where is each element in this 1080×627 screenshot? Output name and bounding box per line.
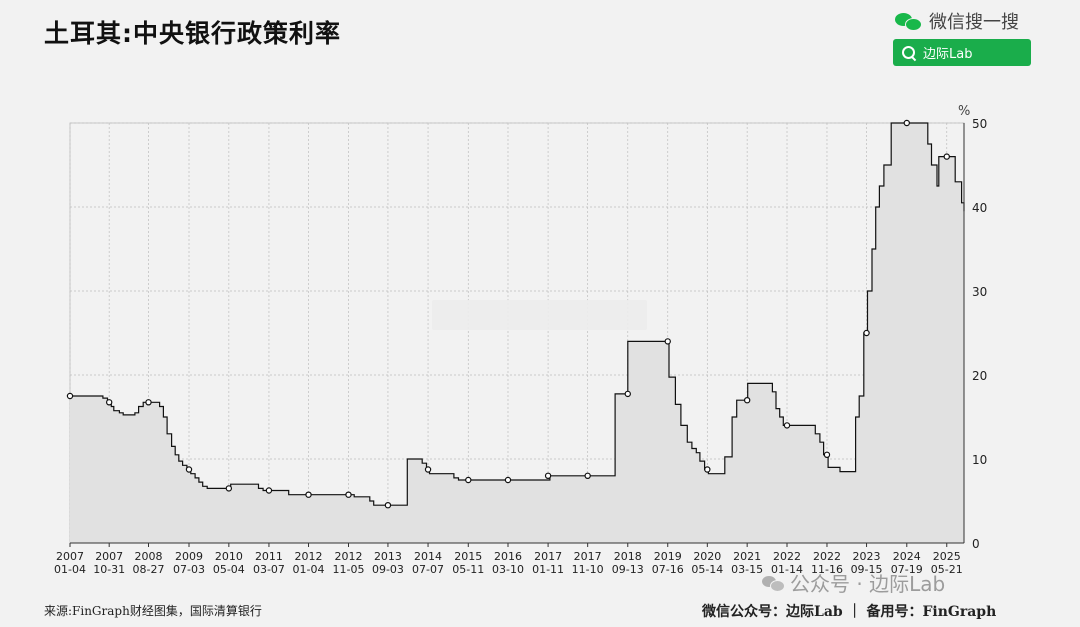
data-point-marker xyxy=(504,476,512,484)
data-point-marker xyxy=(384,502,392,509)
y-tick-label: 0 xyxy=(972,537,980,551)
x-tick-label-year: 2016 xyxy=(494,550,522,563)
x-tick-label-year: 2022 xyxy=(813,550,841,563)
data-point-marker xyxy=(105,399,113,406)
data-point-marker xyxy=(66,392,74,400)
x-tick-label-date: 01-14 xyxy=(771,563,803,576)
data-point-marker xyxy=(465,476,472,484)
y-axis-unit-label: % xyxy=(958,104,970,119)
x-tick-label-date: 11-05 xyxy=(333,563,365,576)
data-point-marker xyxy=(145,399,152,406)
x-tick-label-year: 2020 xyxy=(693,550,721,563)
data-point-marker xyxy=(305,491,312,498)
wechat-search-brand[interactable]: 微信搜一搜 xyxy=(895,8,1019,34)
data-point-marker xyxy=(185,466,193,473)
x-tick-label-date: 09-15 xyxy=(851,563,883,576)
data-point-marker xyxy=(424,466,432,473)
y-tick-label: 20 xyxy=(972,369,987,383)
y-tick-label: 10 xyxy=(972,453,987,467)
data-point-marker xyxy=(903,119,910,127)
x-tick-label-year: 2014 xyxy=(414,550,442,563)
x-tick-label-year: 2010 xyxy=(215,550,243,563)
series-line xyxy=(70,122,965,506)
x-tick-label-date: 10-31 xyxy=(93,563,125,576)
x-tick-label-date: 05-11 xyxy=(452,563,484,576)
data-point-marker xyxy=(823,451,831,458)
data-point-marker xyxy=(225,485,233,492)
source-note: 来源:FinGraph财经图集，国际清算银行 xyxy=(44,604,262,618)
x-tick-label-year: 2024 xyxy=(893,550,921,563)
x-tick-label-year: 2012 xyxy=(334,550,362,563)
search-button[interactable]: 边际Lab xyxy=(893,39,1031,66)
x-tick-label-date: 03-10 xyxy=(492,563,524,576)
y-tick-label: 30 xyxy=(972,285,987,299)
page-title: 土耳其:中央银行政策利率 xyxy=(44,19,341,48)
x-tick-label-year: 2008 xyxy=(135,550,163,563)
x-tick-label-year: 2018 xyxy=(614,550,642,563)
x-tick-label-year: 2019 xyxy=(654,550,682,563)
data-point-marker xyxy=(743,397,751,404)
search-button-label: 边际Lab xyxy=(923,47,973,62)
x-tick-label-date: 03-07 xyxy=(253,563,285,576)
x-tick-label-year: 2013 xyxy=(374,550,402,563)
wechat-icon xyxy=(895,12,922,31)
data-point-marker xyxy=(704,466,711,473)
x-tick-label-date: 01-04 xyxy=(54,563,86,576)
x-tick-label-date: 07-03 xyxy=(173,563,205,576)
x-tick-label-date: 08-27 xyxy=(133,563,165,576)
x-tick-label-year: 2017 xyxy=(534,550,562,563)
x-tick-label-year: 2025 xyxy=(933,550,961,563)
search-icon xyxy=(902,45,917,61)
watermark-text: 公众号 · 边际Lab xyxy=(790,572,946,596)
x-tick-label-date: 05-04 xyxy=(213,563,245,576)
x-tick-label-date: 07-16 xyxy=(652,563,684,576)
x-tick-label-date: 07-19 xyxy=(891,563,923,576)
x-tick-label-year: 2012 xyxy=(295,550,323,563)
data-point-marker xyxy=(863,329,870,337)
area-fill xyxy=(70,123,964,543)
wechat-watermark-icon xyxy=(762,574,785,592)
watermark: 公众号 · 边际Lab xyxy=(762,568,945,597)
data-point-marker xyxy=(664,338,671,345)
x-tick-label-date: 11-10 xyxy=(572,563,604,576)
x-tick-label-year: 2022 xyxy=(773,550,801,563)
x-tick-label-date: 01-11 xyxy=(532,563,564,576)
x-tick-label-year: 2021 xyxy=(733,550,761,563)
x-tick-label-date: 03-15 xyxy=(731,563,763,576)
x-tick-label-date: 09-13 xyxy=(612,563,644,576)
x-tick-label-date: 01-04 xyxy=(293,563,325,576)
data-point-marker xyxy=(783,422,791,429)
data-point-marker xyxy=(345,491,352,498)
data-point-marker xyxy=(265,487,273,494)
x-tick-label-date: 11-16 xyxy=(811,563,843,576)
data-point-marker xyxy=(943,153,950,160)
x-tick-label-date: 05-21 xyxy=(931,563,963,576)
x-tick-label-date: 09-03 xyxy=(372,563,404,576)
x-tick-label-year: 2009 xyxy=(175,550,203,563)
brand-text: 微信搜一搜 xyxy=(929,12,1019,33)
credit-note: 微信公众号：边际Lab ｜ 备用号：FinGraph xyxy=(702,604,997,620)
data-point-marker xyxy=(624,390,631,398)
blurred-overlay xyxy=(432,300,647,330)
x-tick-label-year: 2007 xyxy=(95,550,123,563)
y-tick-label: 50 xyxy=(972,117,987,131)
x-tick-label-date: 07-07 xyxy=(412,563,444,576)
y-tick-label: 40 xyxy=(972,201,987,215)
x-tick-label-year: 2015 xyxy=(454,550,482,563)
data-point-marker xyxy=(584,472,591,479)
x-tick-label-date: 05-14 xyxy=(691,563,723,576)
data-point-marker xyxy=(544,472,552,479)
x-tick-label-year: 2011 xyxy=(255,550,283,563)
x-tick-label-year: 2023 xyxy=(853,550,881,563)
x-tick-label-year: 2017 xyxy=(574,550,602,563)
x-tick-label-year: 2007 xyxy=(56,550,84,563)
